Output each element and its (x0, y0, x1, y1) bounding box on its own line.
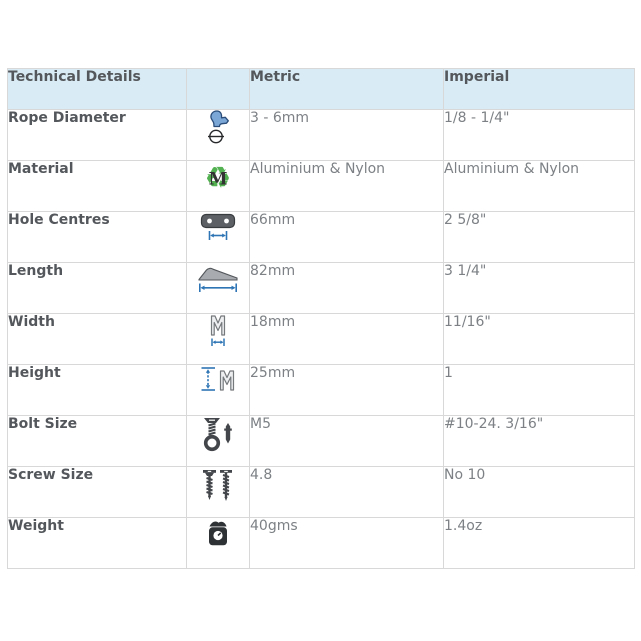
table-row: Hole Centres 66mm 2 5/8" (7, 211, 635, 263)
header-technical-details: Technical Details (7, 68, 187, 110)
table-row: Screw Size 4.8 No 10 (7, 466, 635, 518)
row-icon-cell (186, 313, 250, 365)
hole-centres-icon (200, 213, 236, 240)
bolt-size-icon (203, 418, 232, 452)
row-label: Screw Size (7, 466, 187, 518)
row-imperial-value: 1.4oz (443, 517, 635, 569)
row-imperial-value: 1 (443, 364, 635, 416)
height-icon (201, 367, 235, 391)
row-icon-cell (186, 517, 250, 569)
row-imperial-value: Aluminium & Nylon (443, 160, 635, 212)
table-row: Bolt Size M5 #10-24. 3/16" (7, 415, 635, 467)
length-icon (198, 267, 238, 292)
svg-text:♻: ♻ (205, 161, 232, 193)
row-icon-cell (186, 364, 250, 416)
row-imperial-value: 11/16" (443, 313, 635, 365)
weight-icon (209, 521, 227, 546)
row-label: Bolt Size (7, 415, 187, 467)
row-icon-cell (186, 262, 250, 314)
row-imperial-value: 2 5/8" (443, 211, 635, 263)
row-label: Width (7, 313, 187, 365)
table-row: Rope Diameter 3 - 6mm 1/8 - 1/4" (7, 109, 635, 161)
row-metric-value: Aluminium & Nylon (249, 160, 444, 212)
row-icon-cell (186, 466, 250, 518)
row-imperial-value: No 10 (443, 466, 635, 518)
technical-details-section: Technical Details Metric Imperial Rope D… (7, 68, 635, 569)
table-row: Length 82mm 3 1/4" (7, 262, 635, 314)
row-label: Weight (7, 517, 187, 569)
table-row: Weight 40gms 1.4oz (7, 517, 635, 569)
row-metric-value: 82mm (249, 262, 444, 314)
row-metric-value: M5 (249, 415, 444, 467)
recycle-material-icon: ♻ M (205, 161, 232, 197)
row-label: Hole Centres (7, 211, 187, 263)
header-icon-column (186, 68, 250, 110)
row-metric-value: 40gms (249, 517, 444, 569)
row-icon-cell: ♻ M (186, 160, 250, 212)
screw-size-icon (203, 470, 232, 501)
technical-details-table: Technical Details Metric Imperial Rope D… (7, 68, 635, 569)
header-imperial: Imperial (443, 68, 635, 110)
row-label: Rope Diameter (7, 109, 187, 161)
row-metric-value: 4.8 (249, 466, 444, 518)
row-metric-value: 25mm (249, 364, 444, 416)
table-row: Width 18mm 11/16" (7, 313, 635, 365)
row-metric-value: 66mm (249, 211, 444, 263)
row-imperial-value: 1/8 - 1/4" (443, 109, 635, 161)
table-header-row: Technical Details Metric Imperial (7, 68, 635, 110)
row-icon-cell (186, 109, 250, 161)
row-metric-value: 3 - 6mm (249, 109, 444, 161)
row-label: Height (7, 364, 187, 416)
row-icon-cell (186, 415, 250, 467)
header-metric: Metric (249, 68, 444, 110)
row-label: Material (7, 160, 187, 212)
row-label: Length (7, 262, 187, 314)
width-icon (210, 315, 226, 346)
row-imperial-value: 3 1/4" (443, 262, 635, 314)
row-metric-value: 18mm (249, 313, 444, 365)
row-icon-cell (186, 211, 250, 263)
svg-text:M: M (209, 170, 228, 190)
table-row: Material ♻ M Aluminium & Nylon Aluminium… (7, 160, 635, 212)
row-imperial-value: #10-24. 3/16" (443, 415, 635, 467)
rope-diameter-icon (208, 110, 229, 144)
table-row: Height 25mm 1 (7, 364, 635, 416)
